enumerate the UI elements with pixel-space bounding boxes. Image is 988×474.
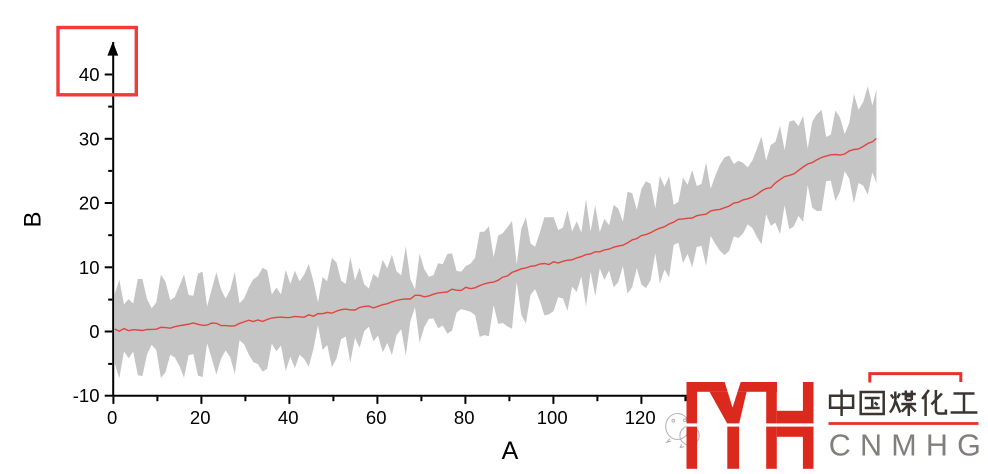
svg-text:B: B	[20, 211, 47, 227]
svg-text:120: 120	[625, 407, 656, 428]
svg-text:100: 100	[537, 407, 568, 428]
svg-text:10: 10	[79, 257, 100, 278]
svg-text:20: 20	[190, 407, 211, 428]
svg-text:-10: -10	[73, 385, 100, 406]
svg-text:30: 30	[79, 128, 100, 149]
svg-text:80: 80	[454, 407, 475, 428]
svg-text:20: 20	[79, 193, 100, 214]
svg-text:40: 40	[278, 407, 299, 428]
svg-text:0: 0	[89, 321, 99, 342]
svg-text:60: 60	[366, 407, 387, 428]
svg-text:CNMHG: CNMHG	[829, 429, 988, 463]
svg-text:40: 40	[79, 64, 100, 85]
svg-text:A: A	[502, 437, 519, 465]
svg-text:0: 0	[107, 407, 117, 428]
